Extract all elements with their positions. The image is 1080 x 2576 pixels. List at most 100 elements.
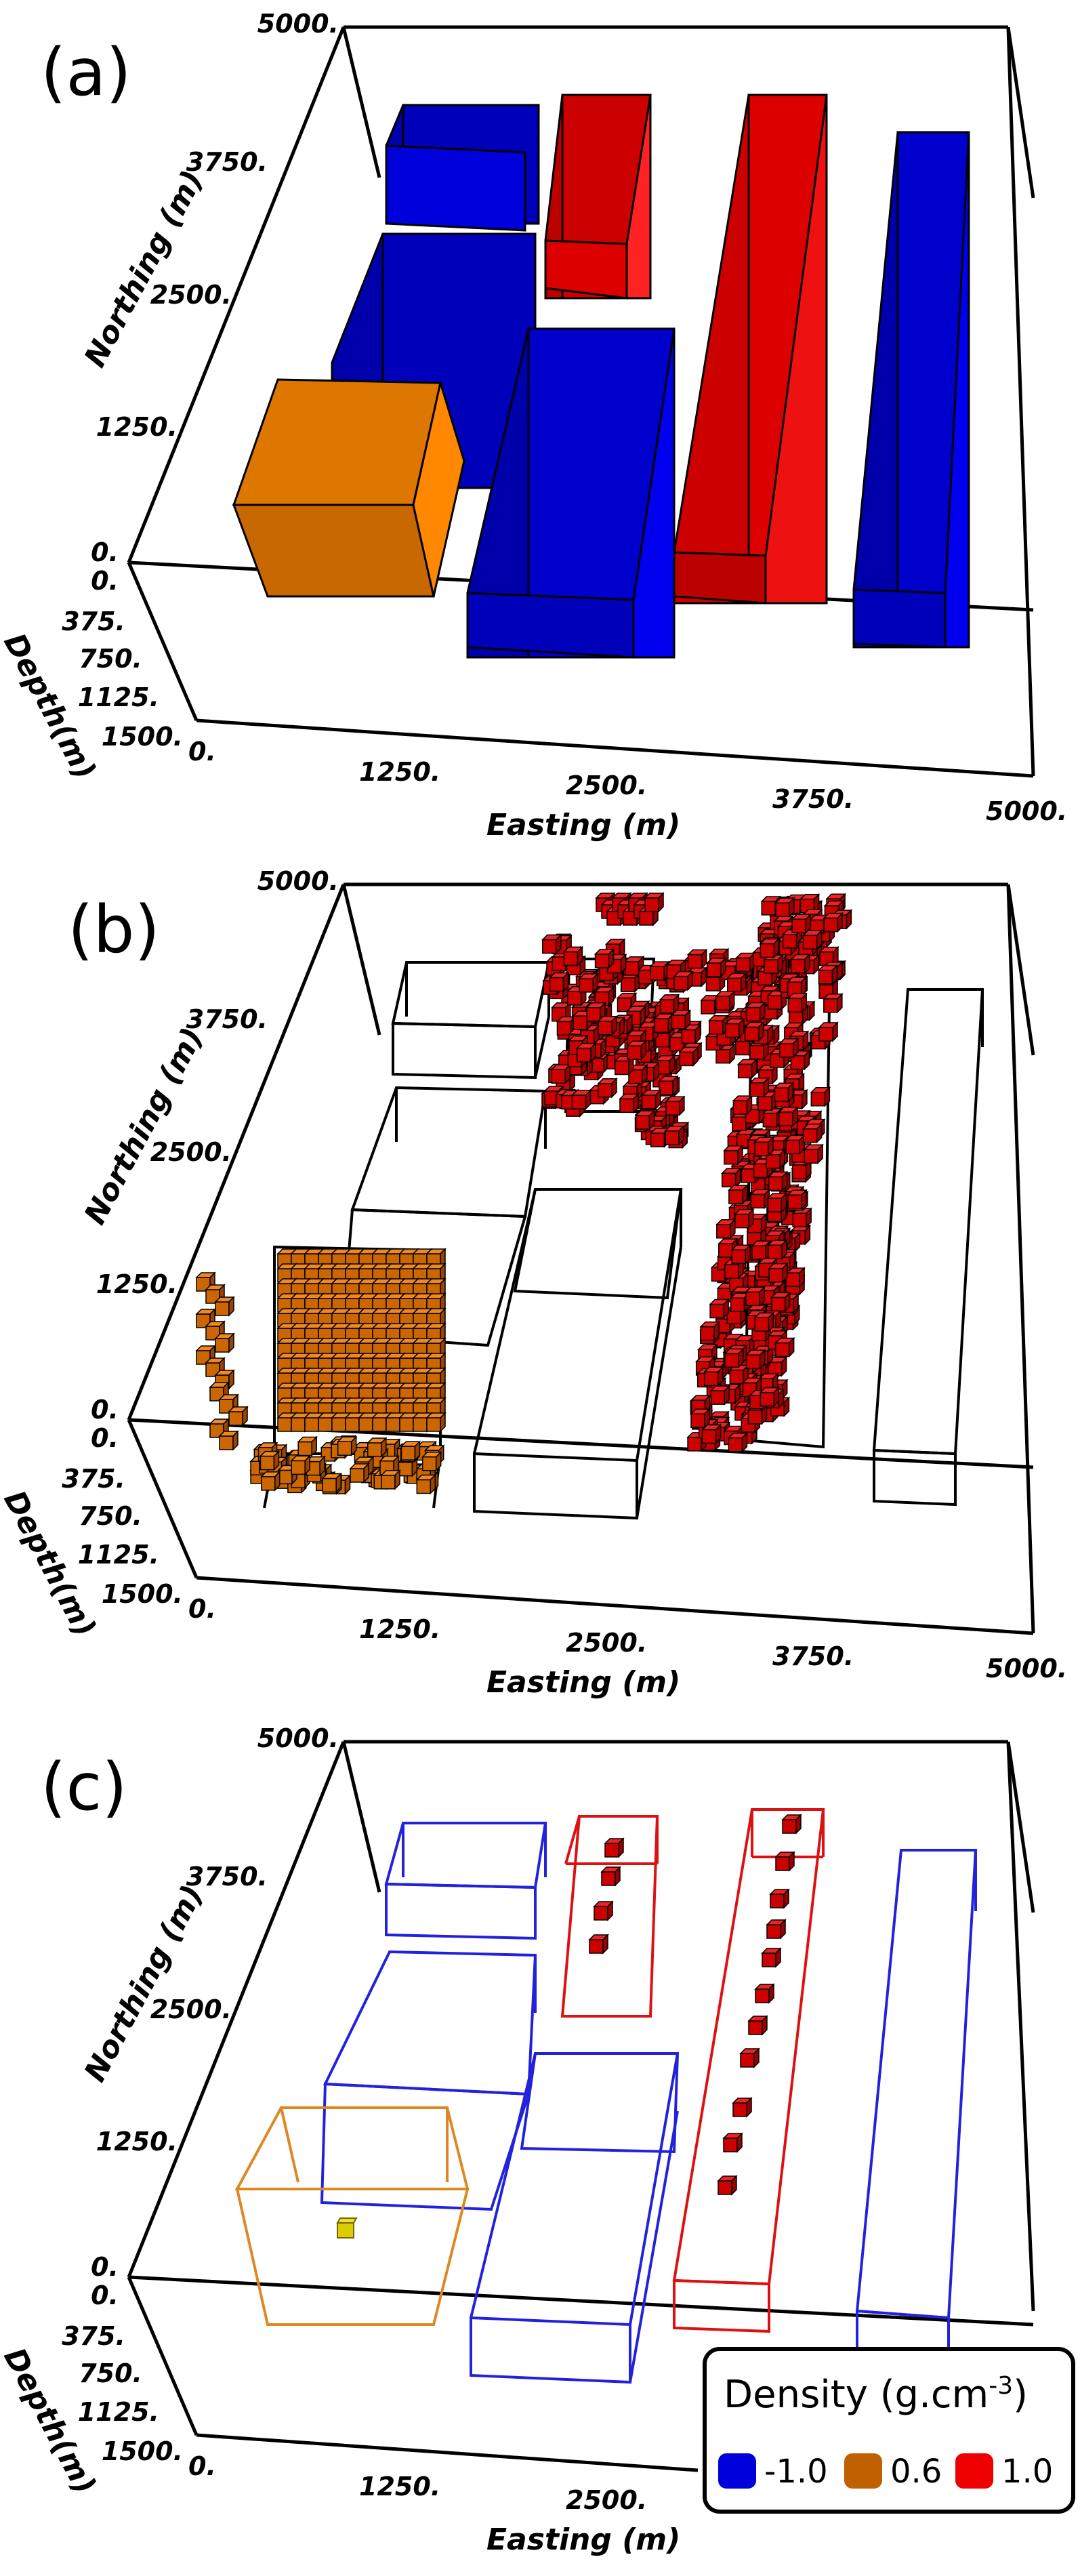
red-voxel (802, 929, 823, 951)
orange-voxel (259, 1471, 281, 1492)
northing-tick: 0. (91, 2252, 119, 2282)
orange-voxel (421, 1450, 442, 1472)
red-voxel (739, 2047, 760, 2068)
northing-tick: 2500. (150, 280, 232, 310)
red-outline-boxes (560, 1808, 825, 2333)
easting-tick: 1250. (359, 1614, 440, 1644)
panel-a: (a) (0, 9, 1067, 842)
depth-tick: 1500. (102, 2436, 183, 2466)
depth-tick: 1125. (78, 1540, 159, 1570)
orange-voxel (228, 1406, 249, 1427)
red-voxel (766, 1919, 787, 1940)
orange-voxel (415, 1473, 437, 1495)
block-red-a1 (544, 94, 652, 300)
easting-tick: 0. (188, 2451, 216, 2481)
red-voxel (655, 1054, 676, 1076)
depth-tick: 0. (91, 2281, 119, 2310)
red-voxel (770, 1291, 791, 1313)
easting-tick: 1250. (359, 757, 440, 787)
legend-label: -1.0 (764, 2453, 828, 2491)
red-voxel (786, 976, 808, 997)
orange-voxel (366, 1437, 388, 1458)
red-voxel (705, 957, 727, 978)
red-voxel (604, 1837, 625, 1858)
northing-tick: 5000. (257, 866, 339, 896)
block-red-a2 (673, 94, 828, 605)
red-voxel (627, 1063, 648, 1085)
red-voxel (634, 1109, 656, 1130)
red-voxel (724, 1347, 745, 1369)
red-voxel (753, 1311, 775, 1333)
depth-tick: 1500. (102, 1579, 183, 1609)
red-voxel (659, 994, 680, 1015)
red-voxel (548, 971, 570, 993)
easting-tick: 3750. (772, 1641, 854, 1671)
red-voxel (658, 1075, 679, 1097)
depth-tick: 375. (62, 607, 125, 636)
red-voxel (803, 1143, 824, 1165)
red-voxel (626, 1040, 648, 1061)
depth-tick: 1125. (78, 2397, 159, 2427)
red-voxel (640, 1089, 662, 1110)
orange-voxel (336, 1435, 358, 1457)
red-voxel (751, 1240, 772, 1261)
easting-tick: 0. (188, 737, 216, 766)
legend-label: 0.6 (890, 2453, 942, 2491)
red-voxel (791, 1207, 812, 1229)
red-voxel (767, 1239, 788, 1261)
red-voxel (769, 1888, 790, 1909)
red-voxel (768, 1262, 789, 1284)
legend-label: 1.0 (1001, 2453, 1053, 2491)
easting-tick: 5000. (986, 1654, 1067, 1683)
red-voxel (734, 952, 756, 973)
orange-voxel (297, 1435, 318, 1457)
block-blue-a1 (385, 104, 540, 232)
red-voxel (664, 1124, 685, 1146)
red-voxel (703, 1366, 724, 1387)
red-voxel (594, 948, 615, 969)
red-voxel (707, 1014, 729, 1036)
red-voxel (644, 892, 665, 913)
red-voxel (562, 945, 584, 967)
red-voxel (763, 954, 784, 975)
red-voxel (753, 1136, 774, 1158)
red-voxel (673, 970, 694, 991)
red-voxel (576, 1042, 597, 1063)
red-voxel (774, 1851, 795, 1872)
depth-tick: 750. (79, 1501, 142, 1531)
legend-swatch (955, 2453, 993, 2489)
easting-label: Easting (m) (486, 808, 680, 842)
depth-tick: 0. (91, 1423, 119, 1453)
red-voxel (791, 913, 812, 935)
easting-tick: 1250. (359, 2472, 440, 2501)
yellow-voxel (336, 2217, 358, 2238)
orange-voxel (400, 1440, 421, 1461)
orange-outline-box (234, 2106, 470, 2326)
red-voxel (649, 960, 670, 981)
red-voxel (720, 1167, 742, 1189)
depth-tick: 375. (62, 2321, 125, 2351)
northing-tick: 3750. (186, 147, 268, 177)
frame-c (127, 1740, 1035, 2472)
easting-tick: 3750. (772, 784, 854, 814)
orange-voxel (290, 1454, 312, 1476)
orange-voxel (349, 1463, 370, 1484)
northing-tick: 1250. (96, 1269, 178, 1299)
northing-tick: 1250. (96, 412, 178, 442)
orange-voxel (259, 1450, 281, 1471)
red-voxel (724, 1017, 745, 1039)
northing-tick: 0. (91, 537, 119, 567)
red-voxel (802, 1122, 823, 1144)
red-voxel (736, 1058, 758, 1080)
red-voxel (767, 1170, 789, 1192)
red-voxel (600, 1866, 621, 1887)
panel-label: (a) (41, 35, 131, 110)
northing-label: Northing (m) (78, 165, 210, 373)
northing-tick: 5000. (257, 9, 339, 39)
northing-tick: 3750. (186, 1862, 268, 1892)
red-voxel (761, 1947, 782, 1968)
depth-tick: 750. (79, 2358, 142, 2388)
orange-voxel (209, 1381, 230, 1402)
easting-tick: 2500. (566, 1628, 647, 1658)
